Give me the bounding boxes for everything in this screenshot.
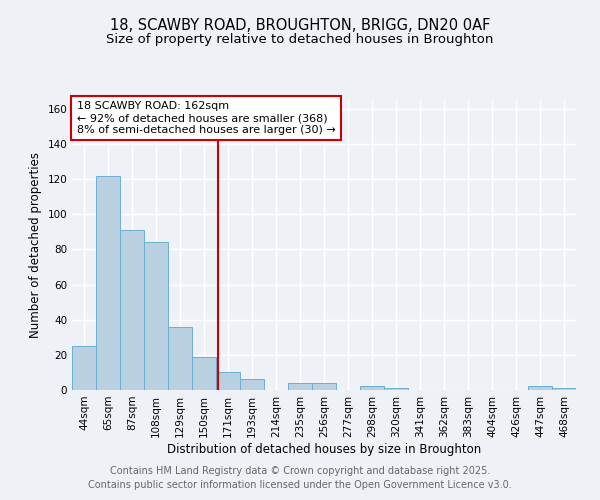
- Bar: [144, 242, 168, 390]
- Bar: [312, 383, 336, 390]
- Bar: [216, 372, 240, 390]
- Bar: [552, 388, 576, 390]
- Y-axis label: Number of detached properties: Number of detached properties: [29, 152, 42, 338]
- Text: 18 SCAWBY ROAD: 162sqm
← 92% of detached houses are smaller (368)
8% of semi-det: 18 SCAWBY ROAD: 162sqm ← 92% of detached…: [77, 102, 336, 134]
- Text: Contains HM Land Registry data © Crown copyright and database right 2025.
Contai: Contains HM Land Registry data © Crown c…: [88, 466, 512, 490]
- Bar: [360, 386, 384, 390]
- Bar: [120, 230, 144, 390]
- Bar: [96, 176, 120, 390]
- Bar: [240, 380, 264, 390]
- Text: Size of property relative to detached houses in Broughton: Size of property relative to detached ho…: [106, 32, 494, 46]
- Bar: [168, 326, 192, 390]
- Bar: [72, 346, 96, 390]
- Text: 18, SCAWBY ROAD, BROUGHTON, BRIGG, DN20 0AF: 18, SCAWBY ROAD, BROUGHTON, BRIGG, DN20 …: [110, 18, 490, 32]
- Bar: [528, 386, 552, 390]
- Bar: [384, 388, 408, 390]
- X-axis label: Distribution of detached houses by size in Broughton: Distribution of detached houses by size …: [167, 442, 481, 456]
- Bar: [192, 356, 216, 390]
- Bar: [288, 383, 312, 390]
